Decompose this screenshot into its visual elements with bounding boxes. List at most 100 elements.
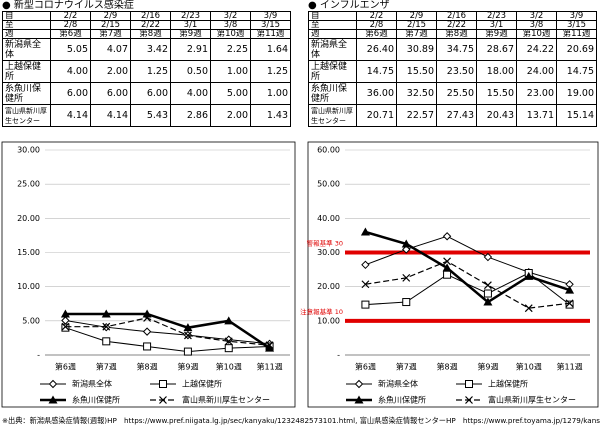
marker — [183, 331, 192, 340]
table-title: ● インフルエンザ — [308, 0, 390, 11]
header-row: 週第6週 第7週 第8週 第9週 第10週 第11週 — [2, 29, 291, 39]
x-tick-label: 第9週 — [177, 362, 198, 372]
series-line — [65, 312, 271, 350]
data-row: 富山県新川厚生センター 20.71 22.57 27.43 20.43 13.71 15.1… — [308, 104, 597, 127]
y-tick-label: 15.00 — [17, 248, 40, 257]
marker — [159, 380, 167, 388]
marker — [442, 232, 452, 241]
legend-label: 富山県新川厚生センター — [182, 395, 270, 405]
series-line — [65, 319, 270, 345]
x-tick-label: 第10週 — [516, 362, 542, 372]
marker — [159, 396, 167, 404]
flu-table-block: ● インフルエンザ 自 2/2 2/9 2/16 2/23 3/2 3/9 至 2/8 2/15 2… — [308, 0, 598, 127]
marker — [442, 263, 452, 272]
marker — [361, 260, 370, 270]
y-tick-label: 5.00 — [22, 316, 40, 325]
data-row: 上越保健所 14.75 15.50 23.50 18.00 24.00 14.75 — [308, 60, 597, 83]
cell: 15.14 — [556, 104, 597, 127]
legend-label: 富山県新川厚生センター — [488, 395, 576, 405]
marker — [565, 285, 575, 294]
marker — [354, 379, 364, 389]
marker — [224, 344, 233, 353]
marker — [361, 300, 370, 309]
table-title: ● 新型コロナウイルス感染症 — [2, 0, 134, 11]
legend-label: 糸魚川保健所 — [378, 395, 426, 405]
cell: 4.14 — [90, 104, 131, 127]
marker — [402, 273, 411, 282]
marker — [483, 252, 493, 262]
marker — [183, 347, 192, 356]
marker — [402, 245, 411, 254]
y-tick-label: 10.00 — [17, 282, 40, 291]
series-line — [365, 235, 570, 285]
marker — [265, 341, 274, 350]
marker — [143, 313, 152, 322]
x-tick-label: 第10週 — [216, 362, 242, 372]
chart-frame — [1, 141, 296, 408]
header-row: 至 2/8 2/15 2/22 3/1 3/8 3/15 — [2, 20, 291, 30]
marker — [360, 227, 370, 236]
series-line — [65, 327, 270, 353]
legend-label: 新潟県全体 — [378, 379, 418, 389]
y-tick-label: 30.00 — [17, 146, 40, 155]
marker — [354, 395, 364, 404]
y-tick-label: 10.00 — [317, 316, 340, 325]
marker — [483, 289, 492, 298]
y-tick-label: - — [37, 351, 40, 360]
marker — [565, 299, 574, 308]
marker — [101, 309, 111, 318]
marker — [401, 239, 411, 248]
row-label: 富山県新川厚生センター — [2, 104, 51, 127]
marker — [224, 337, 233, 346]
y-tick-label: 20.00 — [17, 214, 40, 223]
y-tick-label: 50.00 — [317, 180, 340, 189]
x-tick-label: 第8週 — [137, 362, 158, 372]
y-tick-label: 60.00 — [317, 146, 340, 155]
reference-label: 警報基準 30 — [307, 239, 343, 248]
marker — [524, 271, 534, 280]
cell: 5.43 — [130, 104, 171, 127]
marker — [265, 343, 275, 352]
marker — [443, 270, 452, 279]
header-row: 週第6週 第7週 第8週 第9週 第10週 第11週 — [308, 29, 597, 39]
data-row: 糸魚川保健所 6.00 6.00 6.00 4.00 5.00 1.00 — [2, 82, 291, 105]
x-tick-label: 第11週 — [556, 362, 582, 372]
marker — [102, 322, 111, 331]
marker — [48, 395, 58, 404]
data-row: 新潟県全体 26.40 30.89 34.75 28.67 24.22 20.69 — [308, 38, 597, 61]
marker — [183, 323, 193, 332]
series-line — [365, 260, 570, 309]
marker — [361, 280, 370, 289]
y-tick-label: 25.00 — [17, 180, 40, 189]
y-tick-label: 30.00 — [317, 248, 340, 257]
marker — [483, 297, 493, 306]
marker — [524, 304, 533, 313]
y-tick-label: 20.00 — [317, 282, 340, 291]
data-row: 上越保健所 4.00 2.00 1.25 0.50 1.00 1.25 — [2, 60, 291, 83]
x-tick-label: 第8週 — [437, 362, 458, 372]
x-tick-label: 第7週 — [96, 362, 117, 372]
legend-label: 新潟県全体 — [72, 379, 112, 389]
row-label: 富山県新川厚生センター — [308, 104, 357, 127]
reference-label: 注意報基準 10 — [300, 307, 343, 316]
marker — [61, 322, 70, 331]
marker — [224, 316, 234, 325]
marker — [443, 257, 452, 266]
x-tick-label: 第6週 — [355, 362, 376, 372]
x-tick-label: 第6週 — [55, 362, 76, 372]
cell: 14.75 — [556, 60, 597, 83]
marker — [61, 323, 70, 332]
cell: 1.43 — [250, 104, 291, 127]
x-tick-label: 第11週 — [256, 362, 282, 372]
legend-label: 上越保健所 — [488, 379, 528, 389]
legend-label: 糸魚川保健所 — [72, 395, 120, 405]
chart-frame — [307, 141, 599, 408]
y-tick-label: - — [337, 351, 340, 360]
y-tick-label: 40.00 — [317, 214, 340, 223]
marker — [465, 396, 473, 404]
marker — [102, 337, 111, 346]
series-line — [365, 230, 570, 304]
data-table: 自 2/2 2/9 2/16 2/23 3/2 3/9 至 2/8 2/15 2/22 3/1 3/8 3… — [2, 11, 291, 127]
